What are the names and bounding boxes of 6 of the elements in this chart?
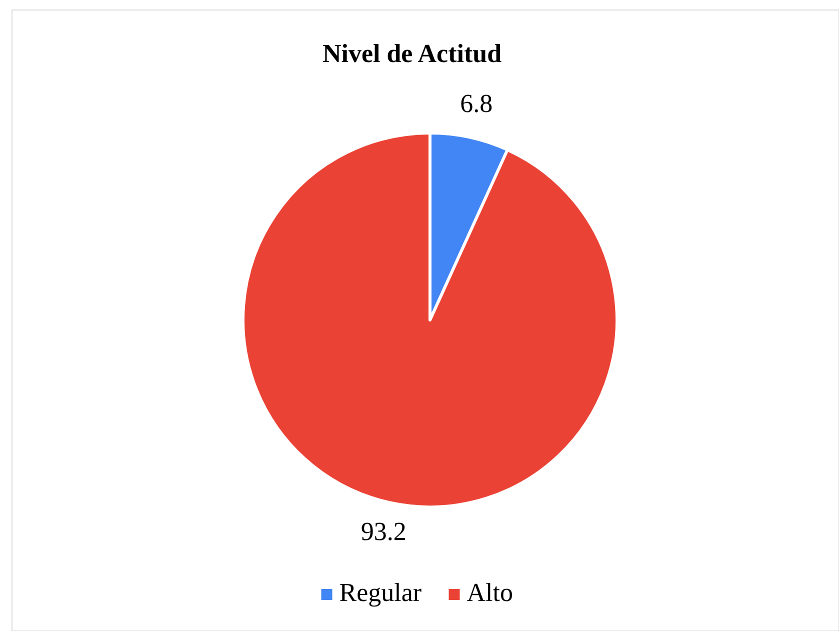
data-label: 93.2 xyxy=(360,516,406,546)
legend-label: Alto xyxy=(466,578,513,607)
chart-title: Nivel de Actitud xyxy=(322,39,502,68)
pie-slice xyxy=(242,132,618,508)
legend-label: Regular xyxy=(339,578,422,607)
data-label: 6.8 xyxy=(460,88,493,118)
